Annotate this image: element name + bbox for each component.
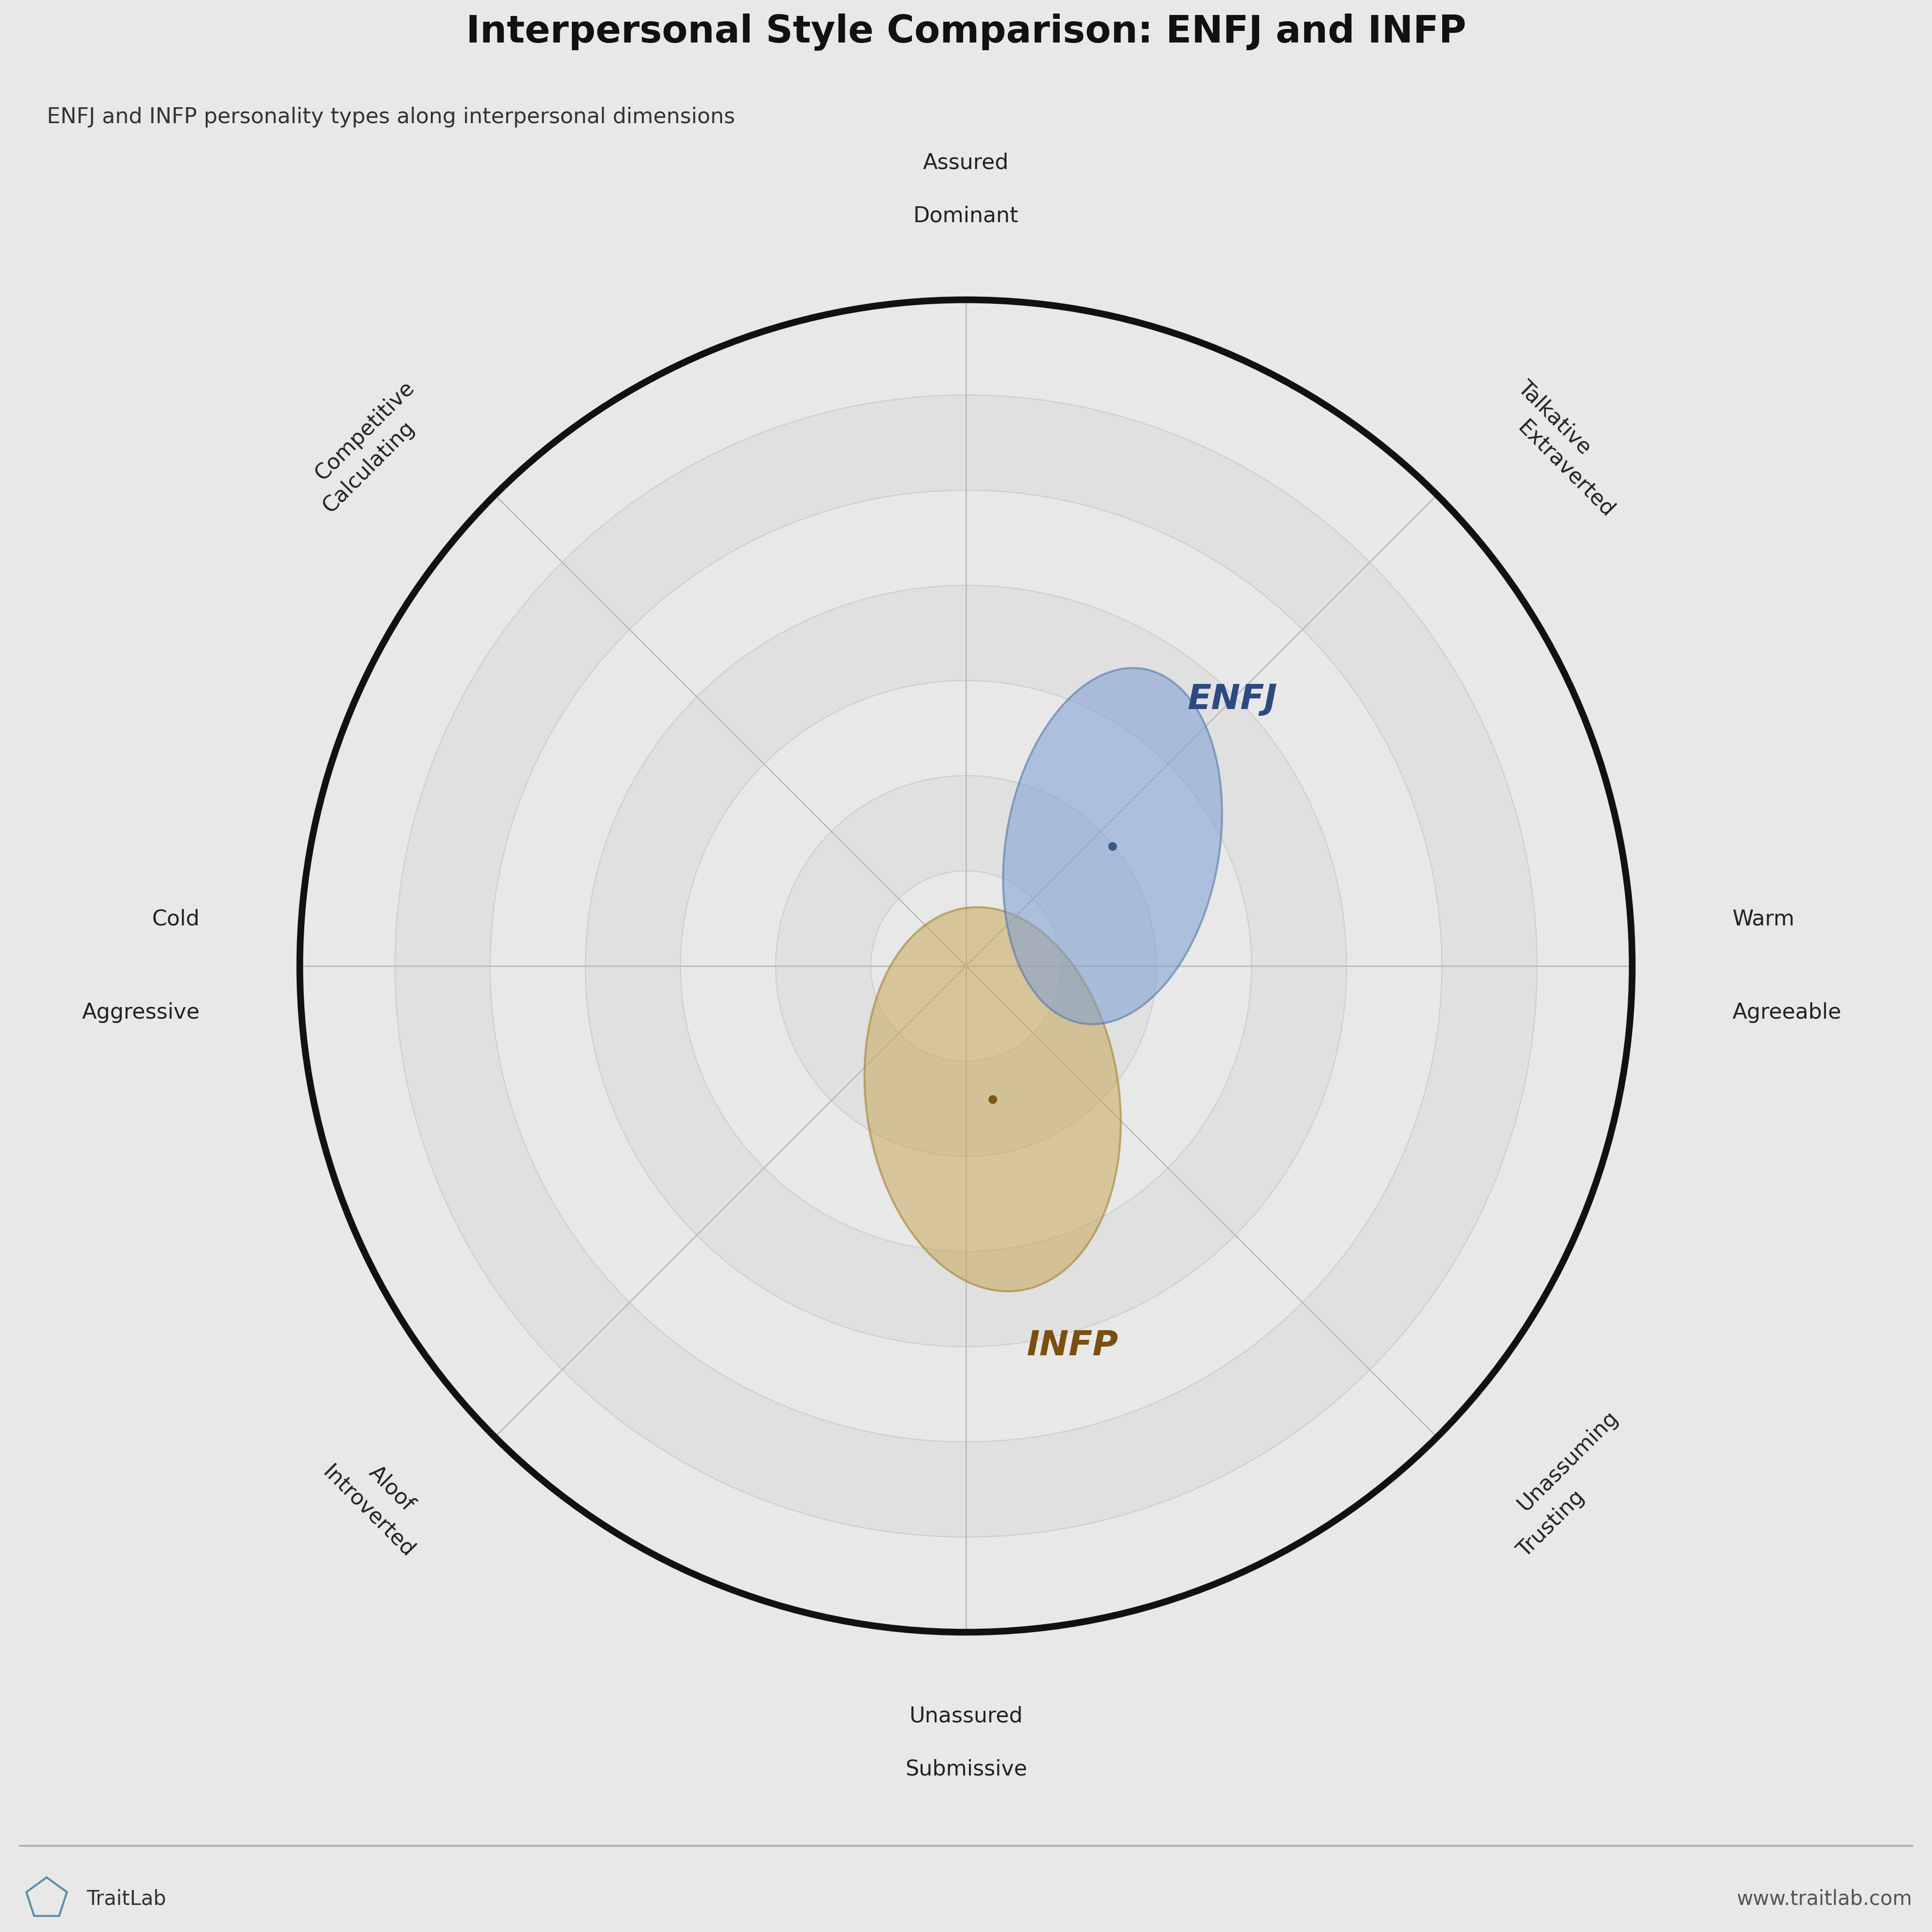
Circle shape <box>775 775 1157 1157</box>
Text: Competitive: Competitive <box>311 377 419 485</box>
Text: Submissive: Submissive <box>904 1758 1028 1779</box>
Text: Talkative: Talkative <box>1513 377 1596 458</box>
Text: Dominant: Dominant <box>914 205 1018 226</box>
Text: Warm: Warm <box>1733 908 1795 929</box>
Text: Unassured: Unassured <box>910 1706 1022 1727</box>
Circle shape <box>491 491 1441 1441</box>
Text: Interpersonal Style Comparison: ENFJ and INFP: Interpersonal Style Comparison: ENFJ and… <box>466 14 1466 50</box>
Text: ENFJ and INFP personality types along interpersonal dimensions: ENFJ and INFP personality types along in… <box>46 106 734 128</box>
Text: Trusting: Trusting <box>1513 1486 1588 1561</box>
Circle shape <box>299 299 1633 1633</box>
Circle shape <box>585 585 1347 1347</box>
Text: Calculating: Calculating <box>319 417 419 518</box>
Text: TraitLab: TraitLab <box>87 1889 166 1909</box>
Text: Extraverted: Extraverted <box>1513 417 1619 522</box>
Circle shape <box>394 394 1538 1538</box>
Text: Introverted: Introverted <box>319 1463 419 1561</box>
Circle shape <box>680 680 1252 1252</box>
Circle shape <box>871 871 1061 1061</box>
Text: Aggressive: Aggressive <box>81 1003 199 1024</box>
Text: Cold: Cold <box>153 908 199 929</box>
Text: Agreeable: Agreeable <box>1733 1003 1841 1024</box>
Text: Aloof: Aloof <box>365 1463 419 1515</box>
Text: Assured: Assured <box>923 153 1009 174</box>
Text: INFP: INFP <box>1026 1329 1119 1362</box>
Text: www.traitlab.com: www.traitlab.com <box>1737 1889 1913 1909</box>
Text: Unassuming: Unassuming <box>1513 1406 1623 1515</box>
Ellipse shape <box>864 908 1121 1291</box>
Text: ENFJ: ENFJ <box>1188 682 1277 717</box>
Ellipse shape <box>1003 668 1223 1024</box>
